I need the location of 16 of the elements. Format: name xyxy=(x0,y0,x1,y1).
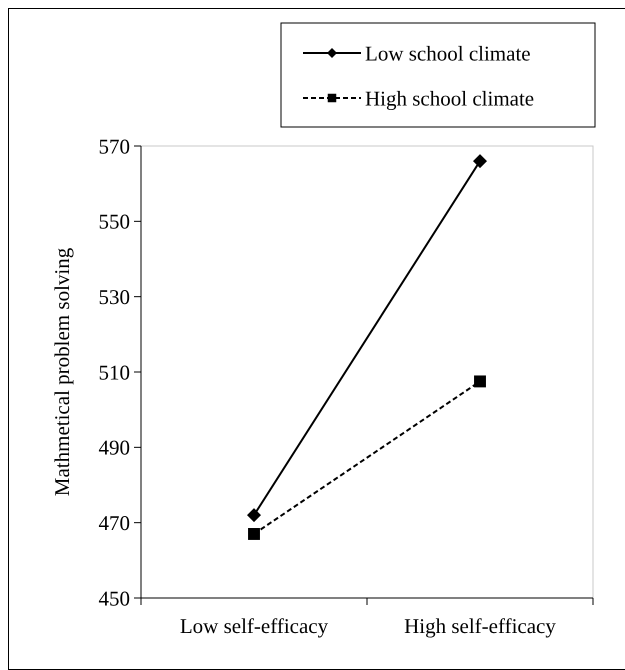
y-tick-label: 550 xyxy=(98,210,130,234)
x-tick-label: Low self-efficacy xyxy=(180,614,329,638)
point xyxy=(247,508,261,522)
point xyxy=(248,528,260,540)
y-tick-label: 490 xyxy=(98,436,130,460)
y-tick-label: 450 xyxy=(98,586,130,610)
y-axis-title: Mathmetical problem solving xyxy=(50,247,74,496)
y-tick-label: 470 xyxy=(98,511,130,536)
y-tick-label: 530 xyxy=(98,285,130,310)
point xyxy=(474,375,486,388)
y-tick-label: 570 xyxy=(98,134,130,158)
legend-label: Low school climate xyxy=(365,41,531,66)
legend-label: High school climate xyxy=(365,86,534,110)
x-tick-label: High self-efficacy xyxy=(404,614,556,638)
point xyxy=(473,154,487,168)
y-tick-label: 510 xyxy=(98,360,130,384)
